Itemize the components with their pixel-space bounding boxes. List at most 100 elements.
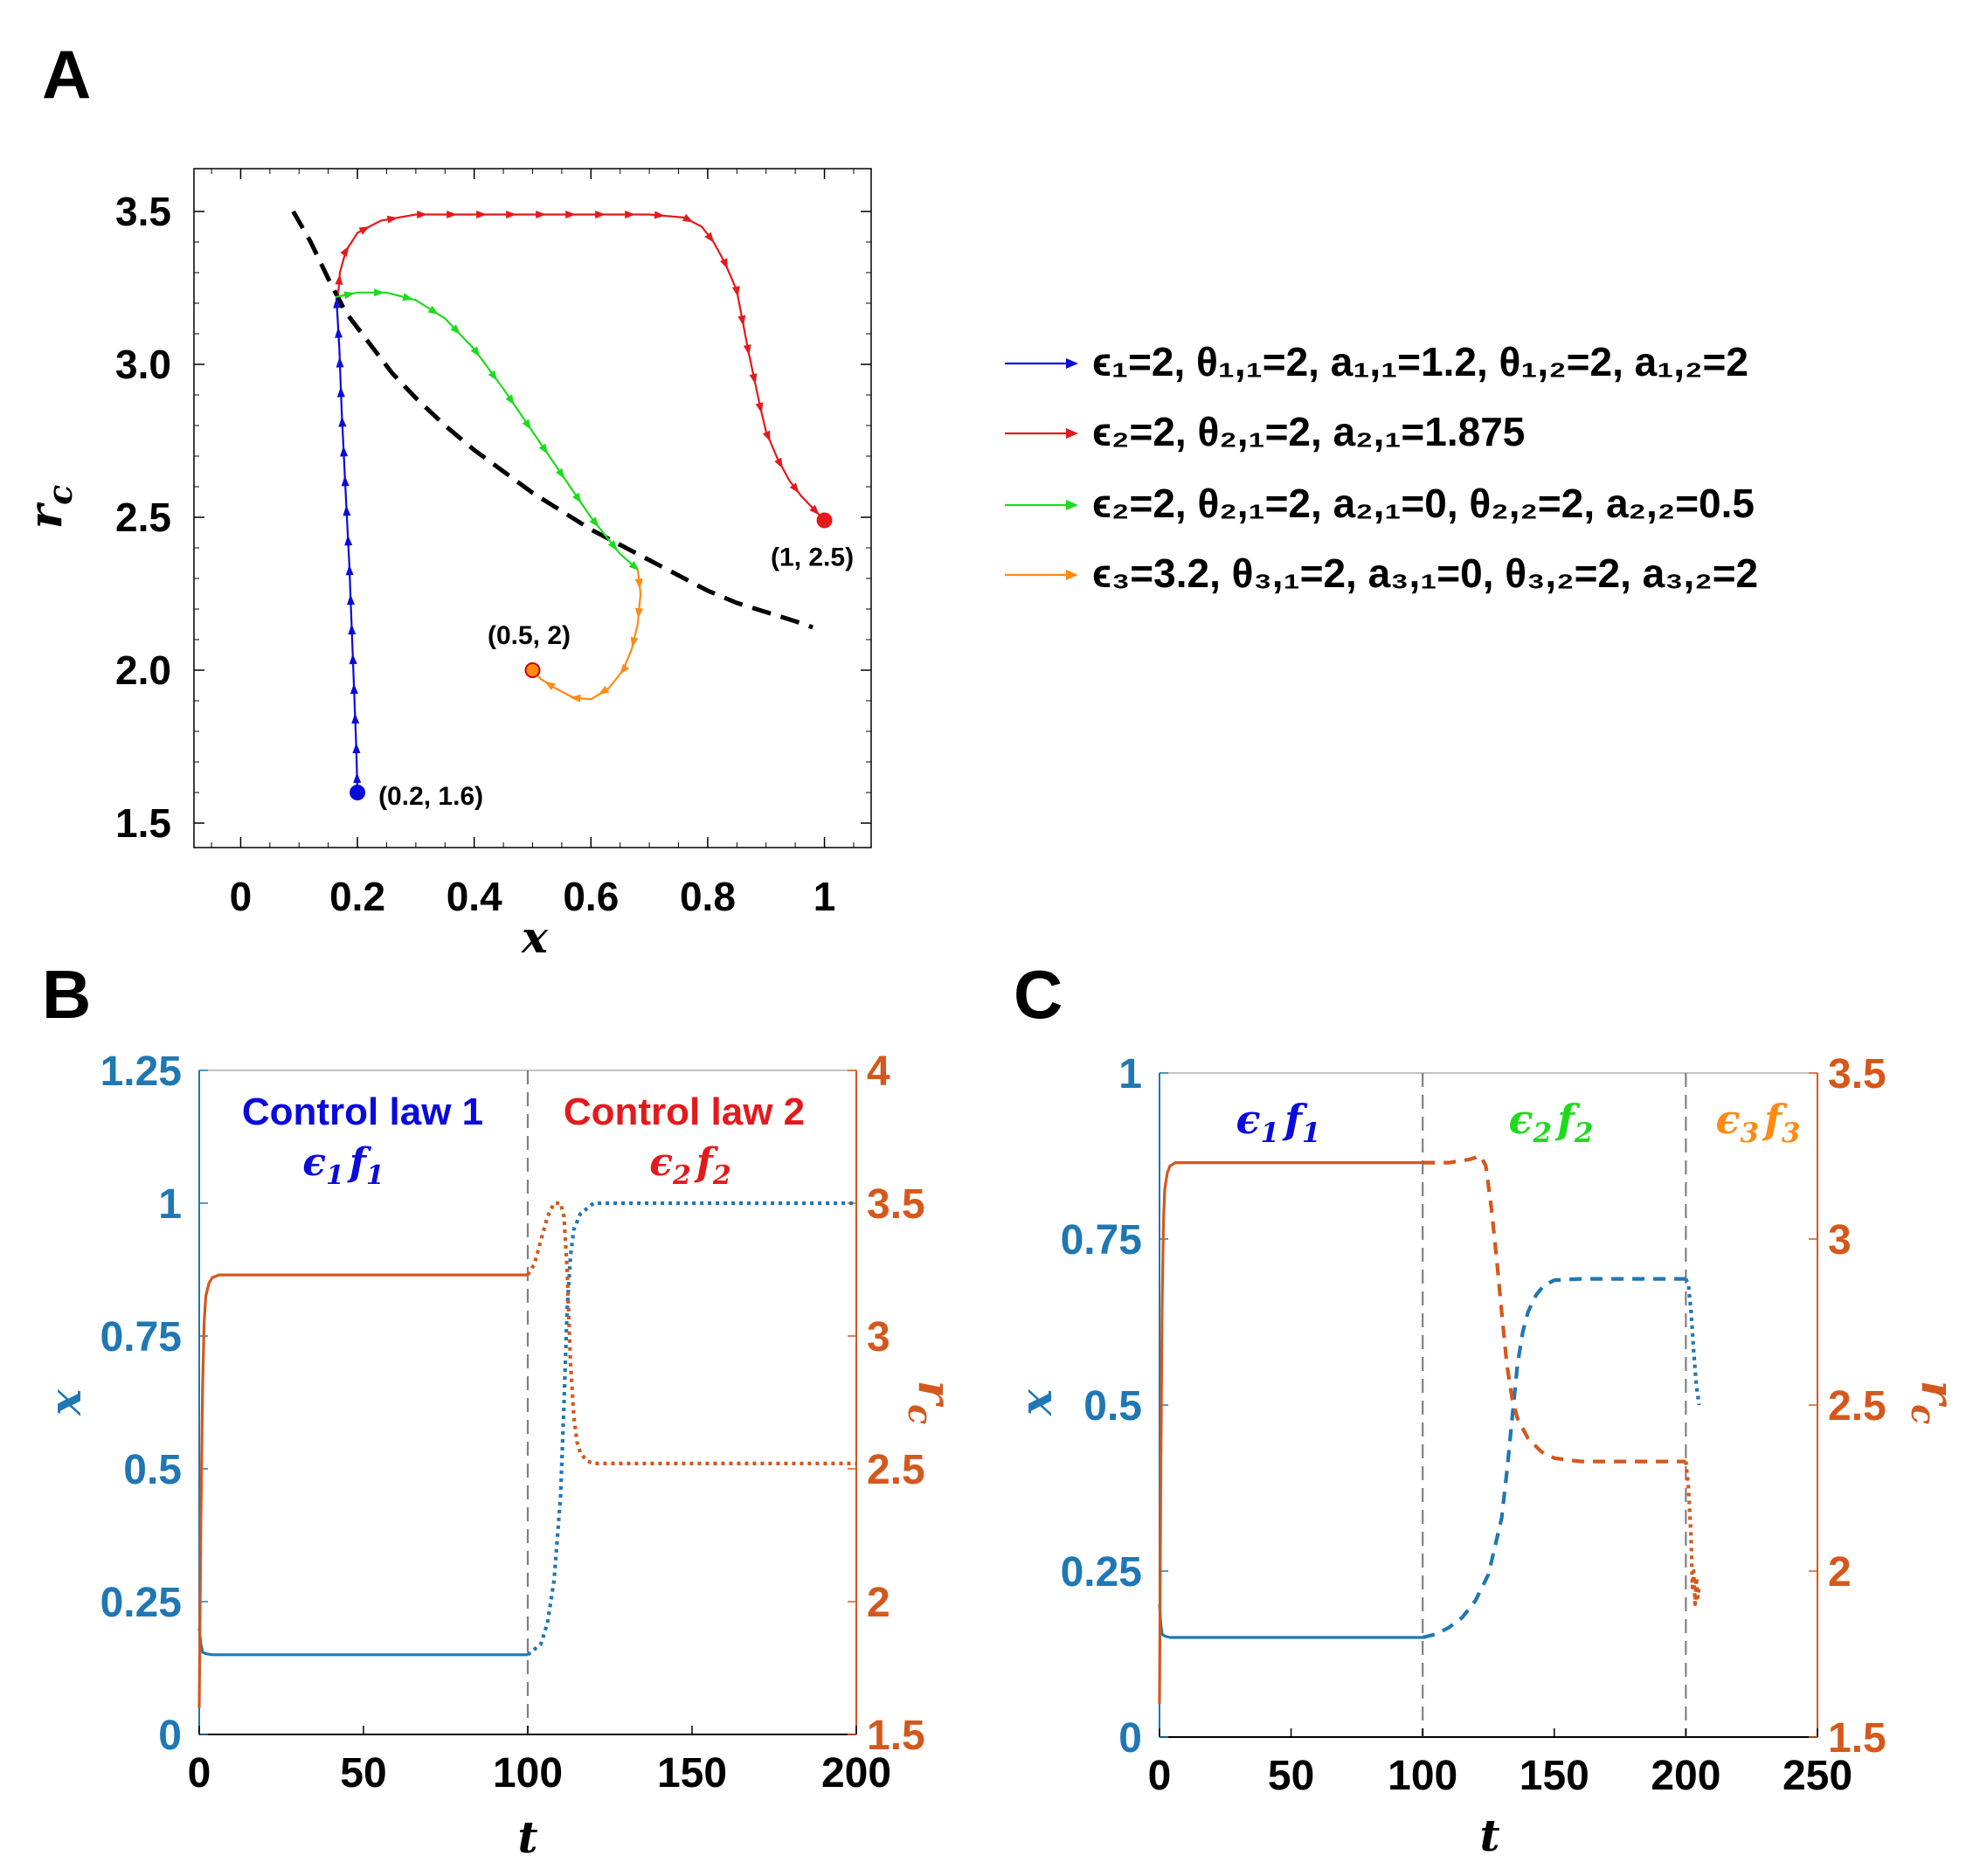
arrowhead-green bbox=[589, 516, 599, 528]
left-y-tick-label: 0.75 bbox=[100, 1314, 182, 1360]
x-tick-label: 1 bbox=[813, 874, 836, 919]
series-r-c-control-law-1 bbox=[197, 1273, 528, 1708]
arrowhead-red bbox=[704, 232, 715, 243]
x-tick-label: 50 bbox=[1268, 1753, 1314, 1799]
legend-arrow-red bbox=[1066, 428, 1078, 439]
left-y-tick-label: 0.5 bbox=[1083, 1383, 1142, 1429]
arrowhead-orange bbox=[598, 685, 610, 696]
arrowhead-blue bbox=[336, 357, 344, 368]
panel-b-law1-label: Control law 1 bbox=[242, 1090, 483, 1133]
separatrix-dashed-curve bbox=[291, 210, 814, 630]
legend-arrow-green bbox=[1066, 500, 1078, 510]
right-y-tick-label: 1.5 bbox=[867, 1713, 925, 1759]
arrowhead-blue bbox=[344, 535, 353, 546]
legend-arrow-orange bbox=[1066, 570, 1078, 580]
right-y-tick-label: 4 bbox=[867, 1049, 890, 1095]
legend-entry-red: ϵ₂=2, θ₂,₁=2, a₂,₁=1.875 bbox=[1092, 409, 1525, 454]
panel-c-vlines bbox=[1422, 1073, 1687, 1737]
x-tick-label: 100 bbox=[1388, 1753, 1457, 1799]
arrowhead-red bbox=[386, 215, 398, 224]
arrowhead-green bbox=[488, 370, 498, 382]
start-point-red bbox=[816, 512, 833, 529]
arrowhead-green bbox=[555, 467, 565, 480]
arrowhead-red bbox=[749, 373, 758, 384]
panel-c-ticks: 0 50 100 150 200 250 0 0.25 0.5 0.75 1 1.5 2 2.5 3 3.5 bbox=[1061, 1051, 1886, 1799]
arrowhead-blue bbox=[333, 297, 342, 308]
arrowhead-green bbox=[427, 305, 440, 315]
arrowhead-blue bbox=[353, 772, 362, 784]
arrowhead-orange bbox=[544, 681, 556, 691]
arrowhead-red bbox=[506, 211, 517, 218]
y-tick-label: 3.0 bbox=[115, 342, 171, 387]
start-point-blue bbox=[350, 785, 366, 800]
x-tick-label: 0 bbox=[188, 1750, 211, 1796]
left-y-tick-label: 0.25 bbox=[100, 1580, 182, 1626]
left-y-tick-label: 1 bbox=[158, 1181, 182, 1228]
panel-b-ylabel-right: rc bbox=[901, 1381, 961, 1425]
panel-b-law2-math: ϵ2 f2 bbox=[649, 1140, 730, 1191]
arrowhead-red bbox=[720, 258, 728, 270]
series-x-control-law-2 bbox=[526, 1201, 856, 1657]
right-y-tick-label: 3 bbox=[867, 1314, 890, 1360]
arrowhead-red bbox=[565, 211, 577, 218]
panel-c-time-series: 0 50 100 150 200 25000.250.50.7511.522.533.5 … bbox=[1010, 1051, 1964, 1861]
panel-a-tick-labels: 0 0.2 0.4 0.6 0.8 1 1.5 2.0 2.5 3.0 3.5 bbox=[115, 189, 835, 919]
x-tick-label: 200 bbox=[821, 1750, 891, 1796]
panel-b-law2-label: Control law 2 bbox=[564, 1090, 805, 1133]
arrowhead-orange bbox=[634, 578, 643, 590]
arrowhead-orange bbox=[630, 636, 639, 648]
arrowhead-green bbox=[572, 492, 582, 504]
arrowhead-blue bbox=[352, 743, 361, 754]
arrowhead-red bbox=[447, 211, 458, 218]
arrowhead-blue bbox=[336, 386, 345, 398]
x-tick-label: 0.6 bbox=[563, 874, 619, 919]
panel-label-c: C bbox=[1014, 956, 1063, 1033]
arrowhead-green bbox=[628, 560, 640, 571]
panel-c-phase3-label: ϵ3 f3 bbox=[1716, 1096, 1801, 1149]
panel-b-xlabel: t bbox=[517, 1811, 537, 1863]
arrowhead-red bbox=[536, 211, 547, 218]
x-tick-label: 0.4 bbox=[447, 874, 502, 919]
x-tick-label: 0.2 bbox=[329, 874, 385, 919]
x-tick-label: 150 bbox=[657, 1750, 727, 1796]
arrowhead-red bbox=[737, 315, 746, 327]
panel-a-start-points: (0.2, 1.6) (0.5, 2) (1, 2.5) bbox=[350, 512, 854, 811]
panel-label-b: B bbox=[42, 956, 91, 1033]
arrowhead-green bbox=[374, 288, 385, 297]
panel-c-ylabel-left: x bbox=[1010, 1388, 1062, 1416]
arrowhead-red bbox=[358, 226, 370, 235]
x-tick-label: 250 bbox=[1783, 1753, 1852, 1799]
left-y-tick-label: 1.25 bbox=[100, 1049, 182, 1095]
panel-b-time-series: 0 50 100 150 200 0 0.25 0.5 0.75 1 1.25 1.5 2 2.5 3 3.5… bbox=[39, 1049, 961, 1863]
start-point-label: (0.5, 2) bbox=[488, 621, 571, 650]
left-y-tick-label: 0.5 bbox=[123, 1447, 182, 1493]
x-tick-label: 150 bbox=[1519, 1753, 1589, 1799]
y-tick-label: 1.5 bbox=[115, 800, 171, 846]
start-point-label: (0.2, 1.6) bbox=[378, 782, 483, 811]
left-y-tick-label: 0.75 bbox=[1061, 1217, 1142, 1263]
left-y-tick-label: 0 bbox=[1118, 1715, 1142, 1762]
arrowhead-red bbox=[789, 482, 800, 494]
y-tick-label: 2.0 bbox=[115, 647, 171, 693]
legend-entry-orange: ϵ₃=3.2, θ₃,₁=2, a₃,₁=0, θ₃,₂=2, a₃,₂=2 bbox=[1092, 550, 1758, 596]
arrowhead-blue bbox=[351, 713, 360, 724]
arrowhead-green bbox=[607, 540, 618, 551]
series-x-control-law-1 bbox=[197, 1628, 528, 1657]
right-y-tick-label: 3.5 bbox=[1828, 1051, 1886, 1097]
series-x-2-f2 bbox=[1422, 1277, 1686, 1640]
start-point-orange bbox=[524, 662, 541, 678]
legend-entry-green: ϵ₂=2, θ₂,₁=2, a₂,₁=0, θ₂,₂=2, a₂,₂=0.5 bbox=[1092, 481, 1755, 526]
x-tick-label: 0 bbox=[230, 874, 253, 919]
legend-arrow-blue bbox=[1066, 358, 1078, 369]
arrowhead-blue bbox=[335, 327, 343, 338]
panel-a-ticks bbox=[194, 169, 871, 848]
arrowhead-red bbox=[743, 344, 751, 356]
panel-label-a: A bbox=[42, 36, 91, 113]
arrowhead-green bbox=[450, 324, 461, 336]
arrowhead-blue bbox=[350, 683, 358, 695]
arrowhead-blue bbox=[343, 505, 351, 516]
arrowhead-red bbox=[774, 457, 783, 469]
panel-b-law1-math: ϵ1 f1 bbox=[302, 1140, 384, 1191]
panel-a-frame bbox=[193, 168, 872, 848]
right-y-tick-label: 1.5 bbox=[1828, 1715, 1886, 1762]
